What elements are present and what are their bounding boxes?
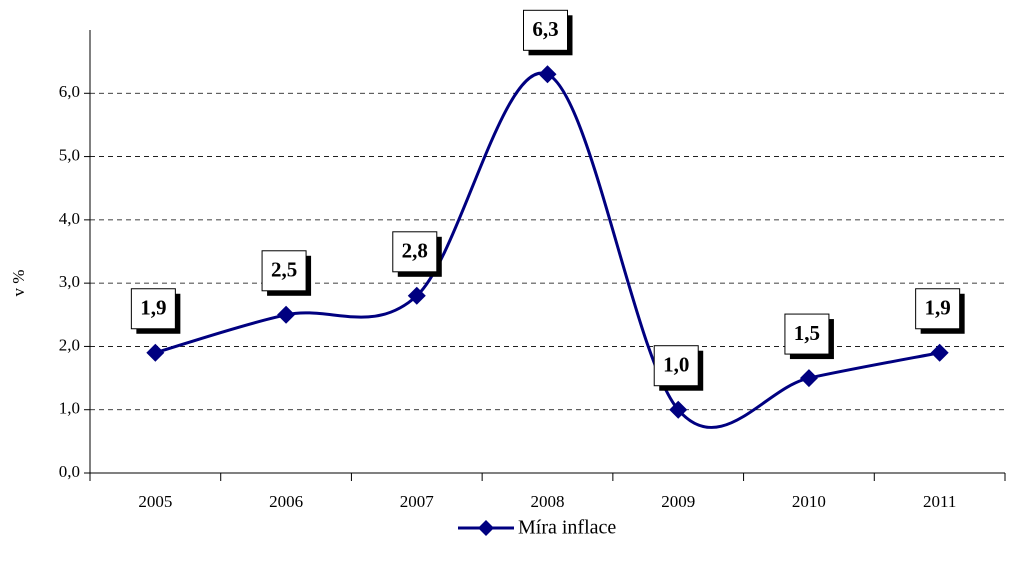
x-tick-label: 2010	[792, 492, 826, 511]
label-box	[915, 288, 961, 330]
legend-label: Míra inflace	[518, 517, 616, 539]
marker	[669, 400, 688, 419]
data-label: 2,8	[402, 239, 428, 263]
label-box	[392, 231, 438, 273]
x-tick-label: 2009	[661, 492, 695, 511]
series-line	[154, 71, 940, 429]
marker	[538, 65, 557, 84]
y-tick-label: 3,0	[59, 272, 80, 291]
label-box	[261, 250, 307, 292]
label-box	[130, 288, 176, 330]
marker	[407, 286, 426, 305]
x-tick-label: 2005	[138, 492, 172, 511]
marker	[277, 305, 296, 324]
x-tick-label: 2011	[923, 492, 956, 511]
label-box	[653, 345, 699, 387]
label-box	[523, 9, 568, 51]
data-label: 6,3	[532, 17, 558, 41]
y-tick-label: 0,0	[59, 462, 80, 481]
y-tick-label: 2,0	[59, 335, 80, 354]
marker	[930, 343, 949, 362]
data-label: 1,0	[663, 353, 689, 377]
data-label: 1,9	[925, 296, 951, 320]
x-tick-label: 2008	[531, 492, 565, 511]
y-tick-label: 1,0	[59, 399, 80, 418]
y-tick-label: 5,0	[59, 145, 80, 164]
data-label: 1,5	[794, 321, 820, 345]
marker	[799, 369, 818, 388]
legend-marker	[478, 520, 494, 536]
x-tick-label: 2007	[400, 492, 435, 511]
y-axis-label: v %	[9, 270, 28, 297]
y-tick-label: 4,0	[59, 209, 80, 228]
x-tick-label: 2006	[269, 492, 303, 511]
label-box	[784, 313, 830, 355]
y-tick-label: 6,0	[59, 82, 80, 101]
data-label: 2,5	[271, 258, 297, 282]
data-label: 1,9	[140, 296, 166, 320]
marker	[146, 343, 165, 362]
